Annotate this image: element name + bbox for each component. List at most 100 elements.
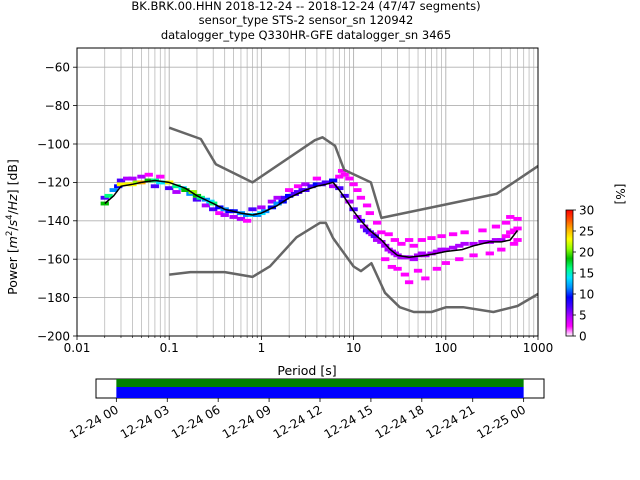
histogram-cell — [242, 218, 252, 223]
histogram-cell — [114, 184, 123, 189]
histogram-cell — [485, 251, 494, 256]
histogram-cell — [349, 182, 358, 187]
ylabel-part-4: s — [5, 219, 20, 226]
histogram-cell — [335, 186, 344, 191]
histogram-cell — [381, 243, 390, 248]
histogram-cell — [404, 238, 414, 242]
histogram-cell — [109, 188, 118, 192]
ylabel-part-0: Power [ — [5, 248, 20, 295]
histogram-cell — [312, 182, 322, 187]
histogram-cell — [335, 174, 344, 179]
histogram-cell — [397, 241, 406, 246]
timeline-used-bar — [116, 379, 524, 387]
noise-model-high — [168, 126, 538, 220]
histogram-cell — [285, 193, 294, 198]
ylabel-part-7: Hz — [5, 194, 20, 210]
histogram-cell — [345, 199, 354, 204]
histogram-cell — [312, 176, 322, 181]
y-tick-label: −80 — [45, 99, 70, 113]
histogram-cell — [307, 184, 316, 189]
histogram-cell — [172, 184, 181, 189]
histogram-cell — [421, 276, 430, 281]
timeline-available-bar — [116, 387, 524, 398]
histogram-cell — [448, 245, 458, 250]
colorbar-tick-label: 10 — [579, 287, 594, 301]
histogram-cell — [372, 238, 382, 242]
histogram-cell — [384, 247, 393, 252]
histogram-cell — [478, 240, 487, 244]
ylabel-part-8: ] [dB] — [5, 159, 20, 194]
histogram-cell — [506, 215, 515, 219]
histogram-cell — [387, 264, 397, 269]
x-tick-label: 1000 — [523, 341, 554, 355]
y-tick-label: −140 — [37, 214, 70, 228]
histogram-cell — [417, 238, 427, 242]
y-tick-label: −160 — [37, 253, 70, 267]
histogram-cell — [393, 266, 402, 271]
histogram-cell — [409, 243, 418, 248]
histogram-cell — [150, 184, 160, 189]
histogram-cell — [156, 180, 165, 185]
timeline-tick-label: 12-24 18 — [373, 402, 427, 441]
histogram-cell — [181, 188, 190, 192]
histogram-cell — [469, 253, 478, 258]
timeline-tick-label: 12-24 03 — [118, 402, 172, 441]
timeline-tick-label: 12-24 09 — [220, 402, 274, 441]
histogram-cell — [267, 199, 277, 204]
histogram-cell — [359, 224, 369, 229]
histogram-cell — [188, 190, 197, 194]
ylabel-part-2: 2 — [5, 231, 15, 236]
timeline-tick-label: 12-24 12 — [271, 402, 325, 441]
histogram-cell — [220, 213, 229, 217]
histogram-cell — [437, 234, 446, 239]
y-tick-label: −180 — [37, 291, 70, 305]
histogram-cell — [293, 190, 303, 194]
histogram-cell — [273, 195, 282, 200]
histogram-cell — [225, 209, 234, 214]
histogram-cell — [253, 213, 262, 217]
histogram-cell — [116, 178, 126, 183]
histogram-cell — [441, 261, 450, 265]
histogram-cell — [365, 230, 374, 235]
timeline-tick-label: 12-24 00 — [67, 402, 121, 441]
histogram-cell — [441, 247, 450, 252]
plot-frame — [76, 47, 539, 337]
title-line-3: datalogger_type Q330HR-GFE datalogger_sn… — [161, 28, 451, 42]
histogram-cell — [349, 207, 358, 212]
histogram-cell — [285, 188, 294, 192]
histogram-cell — [340, 193, 349, 198]
histogram-cell — [381, 257, 390, 262]
ylabel-part-1: m — [5, 236, 20, 248]
histogram-cells — [100, 168, 522, 285]
histogram-cell — [128, 176, 137, 181]
histogram-cell — [100, 201, 109, 206]
histogram-cell — [491, 224, 501, 229]
title-line-1: BK.BRK.00.HHN 2018-12-24 -- 2018-12-24 (… — [131, 0, 480, 13]
y-tick-label: −120 — [37, 176, 70, 190]
x-tick-label: 100 — [434, 341, 457, 355]
histogram-cell — [455, 257, 464, 262]
histogram-cell — [501, 234, 511, 239]
histogram-cell — [172, 190, 181, 194]
histogram-cell — [137, 174, 146, 179]
histogram-cell — [372, 220, 382, 225]
x-tick-label: 0.1 — [160, 341, 179, 355]
histogram-cell — [469, 241, 478, 246]
histogram-cell — [123, 176, 132, 181]
histogram-cell — [337, 168, 347, 173]
mode-curve — [104, 179, 519, 259]
histogram-cell — [497, 247, 506, 252]
histogram-cell — [328, 178, 338, 183]
histogram-cell — [409, 257, 418, 262]
histogram-cell — [340, 172, 349, 177]
histogram-cell — [201, 203, 211, 208]
histogram-cell — [404, 280, 414, 285]
histogram-cell — [144, 172, 153, 177]
curves — [104, 126, 538, 314]
histogram-cell — [370, 234, 379, 239]
y-tick-label: −200 — [37, 329, 70, 343]
histogram-cell — [317, 182, 326, 187]
histogram-cell — [236, 216, 246, 221]
